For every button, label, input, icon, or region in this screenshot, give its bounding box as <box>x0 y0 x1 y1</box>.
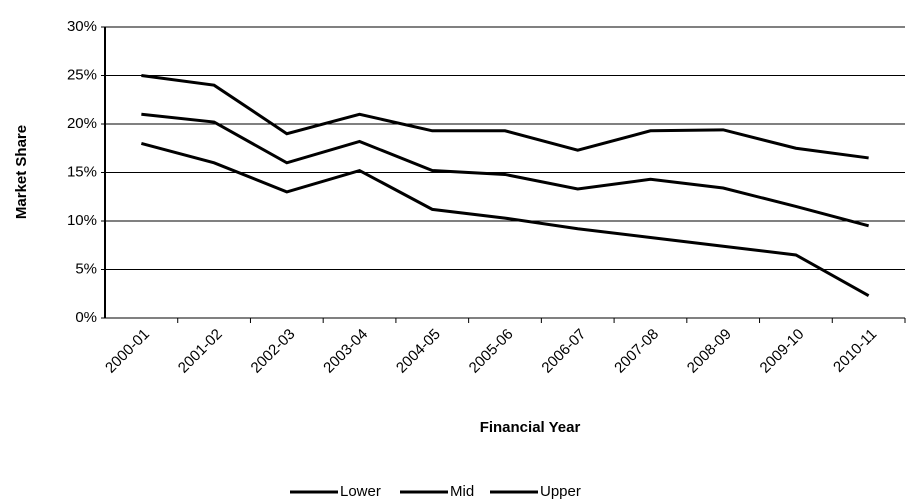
x-tick-label: 2005-06 <box>466 326 517 377</box>
x-tick-label: 2006-07 <box>538 326 589 377</box>
legend-label: Mid <box>450 483 474 500</box>
x-tick-label: 2008-09 <box>684 326 735 377</box>
y-tick-label: 0% <box>75 309 97 326</box>
x-tick-label: 2009-10 <box>757 326 808 377</box>
x-tick-label: 2007-08 <box>611 326 662 377</box>
series-line <box>141 112 870 228</box>
x-tick-label: 2010-11 <box>830 326 880 376</box>
x-tick-label: 2003-04 <box>320 326 371 377</box>
series-line <box>141 74 869 160</box>
x-tick-label: 2001-02 <box>175 326 226 377</box>
y-tick-label: 30% <box>67 18 97 35</box>
x-tick-label: 2004-05 <box>393 326 444 377</box>
x-tick-label: 2002-03 <box>247 326 298 377</box>
series-line <box>140 141 870 297</box>
y-tick-label: 25% <box>67 66 97 83</box>
y-axis-label: Market Share <box>13 125 30 219</box>
legend-label: Lower <box>340 483 381 500</box>
x-tick-label: 2000-01 <box>102 326 153 377</box>
y-tick-label: 5% <box>75 260 97 277</box>
y-tick-label: 10% <box>67 212 97 229</box>
x-axis-label: Financial Year <box>480 419 581 436</box>
y-tick-label: 20% <box>67 115 97 132</box>
y-tick-label: 15% <box>67 163 97 180</box>
legend-label: Upper <box>540 483 581 500</box>
